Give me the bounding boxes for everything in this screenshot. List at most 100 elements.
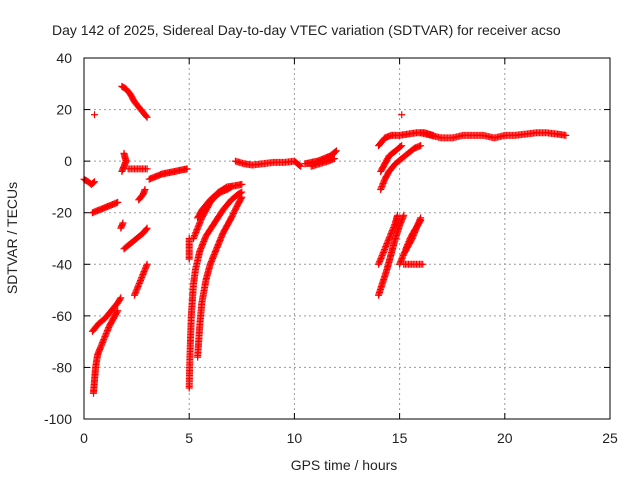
data-point [91,111,99,119]
data-point [378,253,386,261]
data-point [97,343,105,351]
data-point [195,221,203,229]
data-point [130,291,138,299]
data-point [116,295,124,303]
data-point [114,307,122,315]
data-point [196,218,204,226]
data-point [398,111,406,119]
data-point [143,113,151,121]
data-point [142,225,150,233]
data-point [399,253,407,261]
data-point [142,263,150,271]
y-tick-label: -80 [52,359,72,375]
x-axis-label: GPS time / hours [291,457,398,473]
data-point [104,325,112,333]
data-point [397,257,405,265]
data-point [114,198,122,206]
data-point [403,242,411,250]
data-point [143,224,151,232]
data-point [377,186,385,194]
plot-frame [83,57,611,420]
data-point [119,219,127,227]
data-point [138,274,146,282]
data-point [139,271,147,279]
data-point [399,213,407,221]
data-point [113,308,121,316]
data-point [131,290,139,298]
data-point [397,256,405,264]
data-point [381,244,389,252]
y-tick-label: -60 [52,308,72,324]
data-point [383,240,391,248]
data-point [117,294,125,302]
data-point [378,181,386,189]
data-point [398,142,406,150]
data-point [332,147,340,155]
data-point [237,195,245,203]
data-point [381,246,389,254]
data-point [404,240,412,248]
data-point [132,288,140,296]
data-point [384,238,392,246]
data-point [379,180,387,188]
data-point [384,237,392,245]
data-point [403,243,411,251]
data-point [376,257,384,265]
data-point [141,266,149,274]
x-tick-label: 10 [287,430,303,446]
data-point [386,232,394,240]
data-point [133,285,141,293]
data-point [134,284,142,292]
data-point [416,218,424,226]
data-point [138,272,146,280]
data-point [297,162,305,170]
data-point [402,245,410,253]
data-point [183,165,191,173]
data-point [419,260,427,268]
data-point [141,186,149,194]
data-point [135,281,143,289]
data-point [192,229,200,237]
data-point [388,226,396,234]
data-point [387,229,395,237]
data-point [103,327,111,335]
x-tick-label: 25 [602,430,618,446]
data-point [389,225,397,233]
x-tick-label: 0 [80,430,88,446]
data-point [375,259,383,267]
data-point [137,276,145,284]
data-point [562,131,570,139]
data-point [330,155,338,163]
x-tick-label: 5 [185,430,193,446]
data-point [380,178,388,186]
data-point [417,216,425,224]
data-point [136,278,144,286]
data-point [385,234,393,242]
data-point [296,161,304,169]
data-point [238,180,246,188]
data-point [102,331,110,339]
data-point [132,287,140,295]
data-point [378,251,386,259]
data-point [99,338,107,346]
data-point [380,247,388,255]
data-point [377,254,385,262]
data-point [197,217,205,225]
y-tick-label: 40 [56,50,72,66]
data-point [101,332,109,340]
data-point [143,262,151,270]
data-point [99,337,107,345]
data-point [379,250,387,258]
data-point [100,335,108,343]
data-point [89,179,97,187]
data-point [97,341,105,349]
data-point [331,148,339,156]
data-point [143,165,151,173]
data-point [398,254,406,262]
data-point [102,330,110,338]
data-point [141,265,149,273]
tick-layer: 0 5 10 15 20 25 -100 -80 -60 -40 -20 0 20 40 [44,50,618,446]
data-point [400,211,408,219]
data-point [134,282,142,290]
data-point [135,279,143,287]
